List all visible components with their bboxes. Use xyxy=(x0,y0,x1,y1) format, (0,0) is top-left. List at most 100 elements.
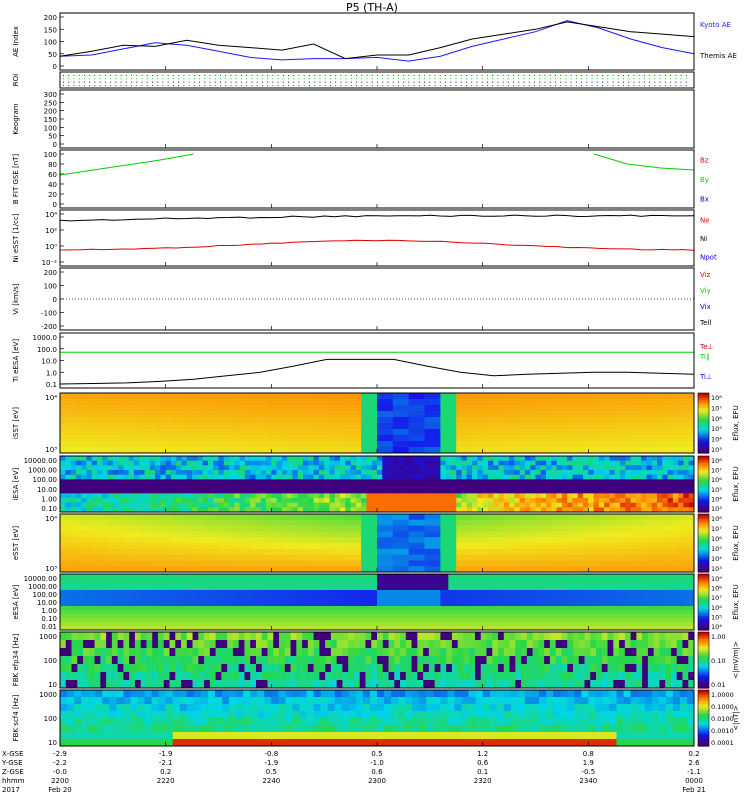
eesa-cell xyxy=(678,578,687,583)
iesa-cell xyxy=(561,470,568,476)
fbke-cell xyxy=(607,680,614,689)
isst-cell xyxy=(392,441,410,448)
esst-cell xyxy=(170,531,188,538)
iesa-cell xyxy=(440,474,447,480)
iesa-cell xyxy=(155,456,161,462)
roi-dot xyxy=(298,81,300,83)
isst-colorbar-cell xyxy=(698,423,709,427)
eesa-cell xyxy=(646,602,655,607)
fbke-cell xyxy=(134,640,142,649)
isst-colorbar-tick: 10⁸ xyxy=(711,394,722,402)
iesa-cell xyxy=(102,456,108,462)
iesa-cell xyxy=(139,474,145,480)
eesa-cell xyxy=(186,590,196,595)
iesa-cell xyxy=(160,507,167,513)
roi-dot xyxy=(214,78,216,80)
eesa-cell xyxy=(305,614,314,619)
esst-cell xyxy=(186,554,204,561)
fbke-cell xyxy=(423,656,430,665)
isst-cell xyxy=(297,429,314,436)
isst-cell xyxy=(345,423,362,430)
iesa-cell xyxy=(688,456,695,462)
roi-dot xyxy=(408,75,410,76)
isst-colorbar-cell xyxy=(698,430,709,434)
iesa-cell xyxy=(567,470,573,476)
eesa-cell xyxy=(202,622,211,627)
eesa-cell xyxy=(329,590,338,595)
fbke-cell xyxy=(83,680,90,689)
fbke-cell xyxy=(567,648,574,657)
fbke-cell xyxy=(181,656,188,665)
esst-cell xyxy=(472,548,489,555)
eesa-cell xyxy=(678,622,687,627)
roi-dot xyxy=(151,75,153,76)
iesa-cell xyxy=(361,470,367,476)
isst-cell xyxy=(377,393,394,400)
iesa-cell xyxy=(382,470,388,476)
iesa-cell xyxy=(620,488,626,494)
iesa-cell xyxy=(556,470,563,476)
eesa-cell xyxy=(289,602,299,607)
roi-dot xyxy=(450,84,452,86)
iesa-cell xyxy=(667,488,674,494)
iesa-colorbar-cell xyxy=(698,491,709,494)
eesa-cell xyxy=(178,590,188,595)
iesa-cell xyxy=(123,470,130,476)
fbke-ylabel: FBK efp34 [Hz] xyxy=(12,634,20,687)
roi-dot xyxy=(356,75,358,76)
isst-cell xyxy=(377,441,394,448)
iesa-cell xyxy=(630,484,637,490)
iesa-cell xyxy=(149,488,156,494)
roi-dot xyxy=(319,75,321,76)
eesa-colorbar-cell xyxy=(698,590,709,594)
eesa-cell xyxy=(369,618,378,623)
esst-cell xyxy=(535,537,552,544)
fbke-cell xyxy=(181,648,188,657)
eesa-cell xyxy=(147,618,156,623)
eesa-cell xyxy=(606,602,616,607)
fbke-cell xyxy=(642,640,649,649)
eesa-cell xyxy=(67,590,77,595)
esst-cell xyxy=(503,543,521,550)
isst-cell xyxy=(598,429,616,436)
isst-cell xyxy=(535,447,552,454)
iesa-cell xyxy=(440,456,447,462)
fbke-cell xyxy=(659,640,666,649)
iesa-cell xyxy=(625,460,631,466)
eesa-cell xyxy=(99,586,108,591)
iesa-cell xyxy=(276,502,283,508)
fbke-cell xyxy=(647,632,655,641)
roi-dot xyxy=(340,78,342,80)
iesa-cell xyxy=(213,470,219,476)
esst-cell xyxy=(186,543,204,550)
iesa-cell xyxy=(620,498,626,504)
iesa-cell xyxy=(657,493,663,499)
iesa-cell xyxy=(413,479,420,485)
isst-cell xyxy=(408,399,425,406)
esst-cell xyxy=(662,554,679,561)
isst-cell xyxy=(218,429,235,436)
roi-dot xyxy=(649,84,651,86)
iesa-cell xyxy=(229,488,235,494)
iesa-cell xyxy=(424,470,431,476)
eesa-cell xyxy=(543,590,552,595)
esst-cell xyxy=(170,514,188,521)
fbke-cell xyxy=(238,672,245,681)
isst-cell xyxy=(313,423,330,430)
iesa-cell xyxy=(107,465,114,471)
iesa-cell xyxy=(192,479,198,485)
iesa-cell xyxy=(546,460,552,466)
iesa-cell xyxy=(456,479,462,485)
roi-dot xyxy=(570,78,572,80)
iesa-cell xyxy=(614,479,621,485)
eesa-cell xyxy=(155,578,164,583)
eesa-cell xyxy=(226,574,235,579)
esst-cell xyxy=(424,548,441,555)
fbke-cell xyxy=(446,656,453,665)
iesa-cell xyxy=(292,456,299,462)
fbke-cell xyxy=(647,640,655,649)
isst-cell xyxy=(598,411,616,418)
isst-cell xyxy=(662,399,679,406)
iesa-cell xyxy=(678,498,684,504)
eesa-cell xyxy=(559,618,568,623)
